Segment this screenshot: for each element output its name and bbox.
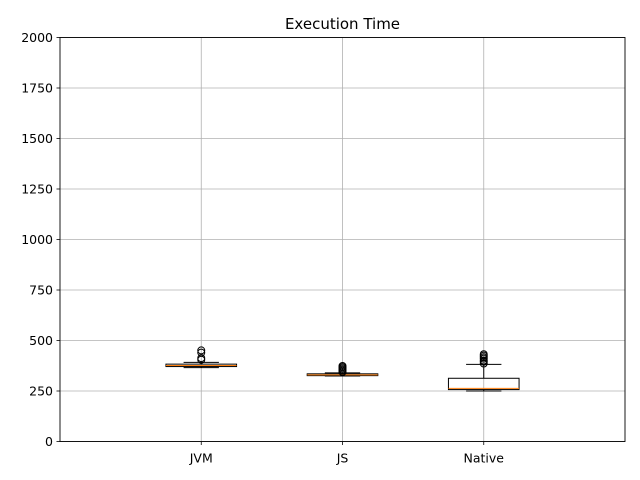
box-native [447,350,520,392]
y-tick-label: 0 [45,434,53,449]
x-tick-label: JVM [189,451,213,466]
outlier-point [197,346,206,355]
outlier-point [479,350,488,359]
y-tick-label: 2000 [21,30,53,45]
y-tick-label: 1000 [21,232,53,247]
outlier-point [338,361,347,370]
chart-title: Execution Time [285,15,400,33]
y-tick-label: 1250 [21,182,53,197]
outlier-point [197,354,206,363]
outlier-point [197,348,206,357]
boxes [165,346,520,392]
y-tick-label: 250 [29,384,53,399]
box-js [306,361,379,377]
box-jvm [165,346,238,369]
y-tick-label: 500 [29,333,53,348]
y-tick-label: 1750 [21,81,53,96]
grid-lines [60,37,625,442]
x-tick-label: Native [464,451,505,466]
x-tick-label: JS [336,451,349,466]
y-tick-label: 1500 [21,131,53,146]
iqr-box [447,377,520,391]
y-tick-label: 750 [29,283,53,298]
plot-frame [59,37,626,442]
axes: 0 250 500 750 1000 1250 1500 1750 2000 JVM JS Nativ… [21,30,504,466]
